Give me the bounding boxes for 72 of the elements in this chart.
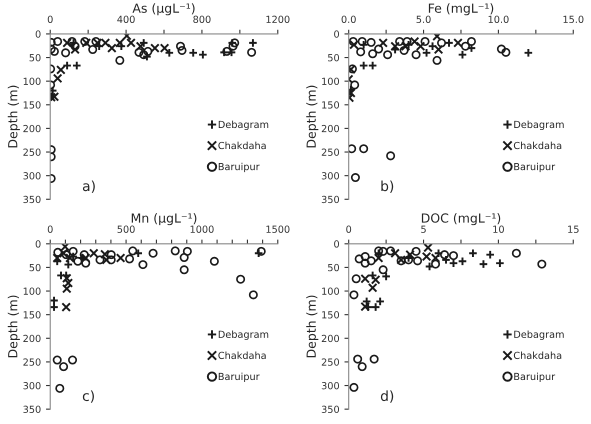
y-tick-label: 100 — [24, 288, 41, 295]
y-tick-label: 350 — [322, 406, 340, 413]
y-tick-label: 200 — [23, 334, 41, 342]
legend-label: Debagram — [514, 120, 564, 130]
annotation: b) — [381, 180, 394, 193]
legend-label: Chakdaha — [218, 352, 266, 360]
y-tick-label: 300 — [322, 382, 340, 390]
x-tick-label: 5.0 — [416, 16, 431, 24]
y-tick-label: 200 — [23, 124, 41, 132]
x-tick-label: 1500 — [266, 226, 290, 233]
y-tick-label: 150 — [24, 311, 41, 318]
x-tick-label: 0 — [48, 226, 53, 233]
x-tick-label: 800 — [193, 16, 211, 24]
legend-label: Debagram — [218, 120, 268, 130]
annotation: d) — [380, 390, 394, 403]
y-tick-label: 250 — [23, 358, 41, 366]
y-axis-title: Depth (m) — [306, 86, 318, 148]
legend-label: Debagram — [218, 330, 268, 340]
y-tick-label: 250 — [23, 148, 41, 156]
legend-label: Baruipur — [218, 372, 260, 382]
x-tick-label: 400 — [117, 16, 135, 24]
y-tick-label: 0 — [36, 30, 41, 38]
x-tick-label: 5 — [421, 226, 426, 233]
legend-label: Baruipur — [514, 372, 556, 382]
x-tick-label: 1000 — [190, 226, 214, 233]
legend-label: Debagram — [514, 330, 564, 340]
legend-label: Baruipur — [514, 162, 556, 172]
y-tick-label: 150 — [322, 101, 340, 109]
y-tick-label: 350 — [322, 196, 340, 204]
legend-label: Chakdaha — [514, 142, 562, 150]
y-tick-label: 100 — [322, 78, 340, 85]
y-tick-label: 200 — [322, 124, 340, 132]
y-axis-title: Depth (m) — [8, 86, 20, 148]
y-tick-label: 100 — [24, 78, 41, 85]
annotation: a) — [82, 180, 95, 193]
y-tick-label: 150 — [24, 101, 41, 109]
y-tick-label: 0 — [334, 240, 340, 248]
x-axis-title: As (µgL⁻¹) — [132, 3, 195, 16]
y-tick-label: 0 — [334, 30, 340, 38]
y-tick-label: 250 — [322, 358, 340, 366]
x-tick-label: 0 — [48, 16, 53, 24]
legend-label: Baruipur — [218, 162, 260, 172]
y-tick-label: 150 — [322, 311, 340, 318]
y-tick-label: 300 — [322, 172, 340, 180]
x-tick-label: 0.0 — [342, 16, 356, 24]
y-tick-label: 350 — [23, 196, 41, 204]
x-tick-label: 15 — [568, 226, 579, 233]
y-tick-label: 50 — [328, 264, 340, 272]
annotation: c) — [82, 390, 94, 403]
y-tick-label: 50 — [30, 54, 41, 62]
y-tick-label: 250 — [322, 148, 340, 156]
x-axis-title: Mn (µgL⁻¹) — [132, 213, 196, 226]
y-tick-label: 300 — [23, 382, 41, 390]
legend-label: Chakdaha — [218, 142, 266, 150]
legend-label: Chakdaha — [514, 352, 562, 360]
x-tick-label: 1200 — [266, 16, 290, 24]
x-tick-label: 0 — [346, 226, 352, 233]
x-tick-label: 10.0 — [488, 16, 509, 24]
y-tick-label: 50 — [328, 54, 340, 62]
y-tick-label: 200 — [322, 334, 340, 342]
y-axis-title: Depth (m) — [8, 296, 20, 358]
y-tick-label: 50 — [30, 264, 41, 272]
y-axis-title: Depth (m) — [306, 296, 318, 358]
y-tick-label: 300 — [23, 172, 41, 180]
x-axis-title: Fe (mgL⁻¹) — [428, 3, 494, 16]
x-tick-label: 500 — [118, 226, 135, 233]
x-tick-label: 10 — [493, 226, 504, 233]
y-tick-label: 0 — [36, 240, 41, 248]
x-tick-label: 15.0 — [564, 16, 584, 24]
x-axis-title: DOC (mgL⁻¹) — [422, 213, 500, 226]
y-tick-label: 100 — [322, 288, 340, 295]
y-tick-label: 350 — [23, 406, 41, 413]
